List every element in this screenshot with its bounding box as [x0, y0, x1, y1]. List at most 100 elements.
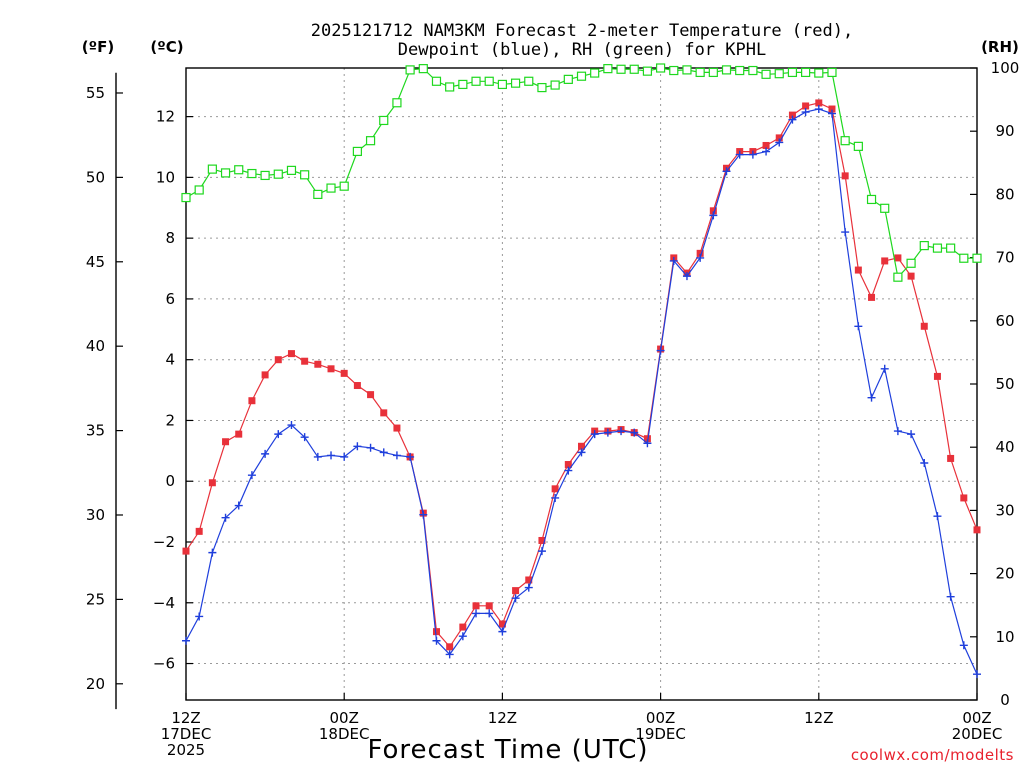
- dewpoint-point: [603, 428, 612, 437]
- rh-point: [247, 168, 257, 179]
- temperature-point: [762, 141, 770, 149]
- fahrenheit-tick-label: 40: [86, 337, 105, 355]
- rh-tick-label: 0: [1000, 691, 1010, 709]
- temperature-point: [578, 442, 585, 450]
- rh-point: [576, 71, 587, 81]
- rh-point: [300, 170, 310, 180]
- rh-point: [880, 203, 890, 213]
- temperature-point: [485, 602, 493, 610]
- temperature-point: [393, 424, 401, 432]
- dewpoint-point: [762, 147, 771, 156]
- rh-point: [761, 69, 771, 79]
- dewpoint-point: [907, 430, 916, 439]
- temperature-point: [525, 576, 533, 584]
- rh-point: [655, 63, 666, 73]
- temperature-point: [894, 254, 902, 262]
- dewpoint-point: [617, 427, 626, 436]
- dewpoint-point: [735, 150, 744, 159]
- temperature-point: [868, 293, 876, 301]
- rh-point: [260, 170, 270, 181]
- rh-point: [946, 243, 956, 253]
- dewpoint-point: [379, 448, 388, 457]
- temperature-point: [235, 430, 243, 438]
- dewpoint-point: [221, 513, 230, 522]
- celsius-tick-label: −2: [153, 533, 175, 551]
- temperature-point: [709, 207, 717, 215]
- dewpoint-point: [801, 108, 810, 117]
- temperature-point: [274, 356, 282, 364]
- rh-point: [906, 258, 916, 268]
- rh-tick-label: 80: [995, 185, 1014, 203]
- dewpoint-point: [498, 627, 507, 636]
- rh-point: [669, 65, 679, 76]
- plot-frame: [185, 67, 978, 701]
- rh-tick-label: 40: [995, 438, 1014, 456]
- rh-point: [695, 67, 705, 78]
- temperature-point: [815, 99, 823, 107]
- temperature-point: [340, 369, 348, 377]
- temperature-point: [353, 382, 361, 390]
- temperature-point: [551, 485, 559, 493]
- dewpoint-point: [182, 636, 190, 645]
- rh-point: [194, 185, 204, 195]
- rh-point: [273, 169, 283, 179]
- temperature-point: [432, 628, 440, 636]
- celsius-tick-label: 8: [165, 229, 175, 247]
- fahrenheit-tick-label: 30: [86, 506, 105, 524]
- rh-point: [682, 65, 692, 75]
- dewpoint-point: [366, 443, 375, 452]
- dewpoint-point: [340, 452, 349, 461]
- celsius-tick-label: −4: [153, 594, 175, 612]
- rh-point: [484, 76, 494, 86]
- rh-point: [603, 64, 613, 74]
- dewpoint-point: [590, 430, 599, 439]
- data-series: [181, 63, 982, 679]
- rh-point: [392, 98, 402, 108]
- x-axis-title: Forecast Time (UTC): [367, 735, 648, 765]
- temperature-point: [538, 536, 546, 544]
- dewpoint-point: [643, 439, 652, 448]
- temperature-point: [367, 391, 375, 399]
- dewpoint-point: [472, 609, 481, 618]
- rh-tick-label: 90: [995, 122, 1014, 140]
- rh-point: [550, 80, 560, 90]
- dewpoint-point: [551, 493, 560, 502]
- rh-point: [181, 192, 191, 203]
- dewpoint-point: [287, 421, 296, 430]
- rh-point: [313, 189, 323, 199]
- dewpoint-point: [419, 510, 428, 519]
- rh-point: [787, 67, 798, 78]
- dewpoint-point: [630, 428, 639, 437]
- celsius-tick-label: 10: [156, 168, 175, 186]
- dewpoint-point: [656, 346, 665, 355]
- temperature-point: [960, 494, 968, 502]
- rh-point: [207, 164, 217, 174]
- rh-point: [616, 64, 626, 74]
- dewpoint-point: [195, 612, 204, 621]
- dewpoint-point: [854, 322, 863, 331]
- dewpoint-point: [880, 364, 889, 373]
- temperature-point: [973, 526, 981, 534]
- rh-point: [365, 136, 376, 146]
- temperature-point: [498, 620, 506, 628]
- axes: 121086420−2−4−65550454035302520100908070…: [86, 59, 1019, 759]
- temperature-point: [802, 102, 810, 110]
- temperature-point: [643, 435, 651, 443]
- fahrenheit-tick-label: 25: [86, 590, 105, 608]
- temperature-point: [195, 527, 203, 535]
- temperature-point: [933, 372, 941, 380]
- dewpoint-point: [933, 512, 942, 521]
- rh-point: [814, 68, 824, 78]
- celsius-tick-label: −6: [153, 655, 175, 673]
- dewpoint-point: [682, 272, 691, 281]
- fahrenheit-tick-label: 50: [86, 168, 105, 186]
- rh-point: [497, 79, 507, 90]
- rh-point: [972, 253, 982, 263]
- series-2-meter-temperature: [182, 99, 981, 651]
- rh-point: [234, 165, 244, 175]
- rh-point: [563, 74, 573, 84]
- temperature-point: [696, 249, 704, 257]
- dewpoint-point: [432, 636, 441, 645]
- rh-point: [405, 65, 415, 75]
- rh-point: [840, 136, 850, 146]
